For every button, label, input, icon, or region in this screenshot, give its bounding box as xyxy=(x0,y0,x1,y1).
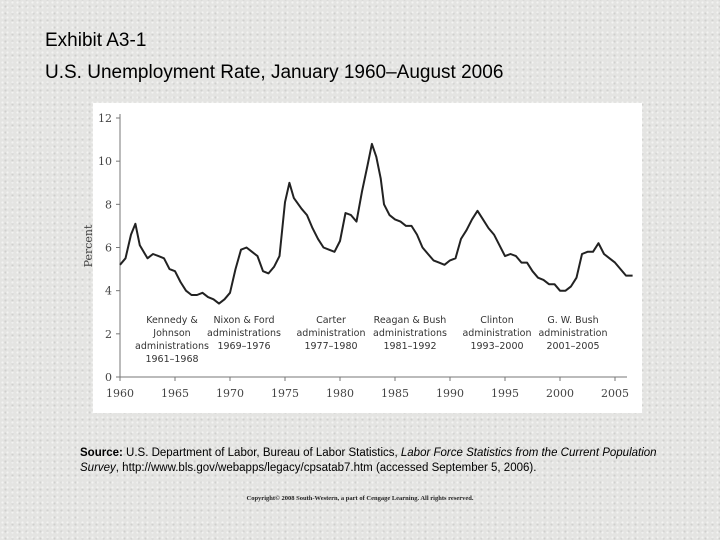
x-tick-label: 1995 xyxy=(491,387,519,400)
annotation: administration xyxy=(462,328,531,339)
y-tick-label: 0 xyxy=(105,371,112,384)
source-text: U.S. Department of Labor, Bureau of Labo… xyxy=(122,447,401,459)
x-tick-label: 2005 xyxy=(601,387,629,400)
x-tick-label: 1975 xyxy=(271,387,299,400)
annotation: Reagan & Bush xyxy=(374,315,447,326)
y-tick-label: 6 xyxy=(105,242,112,255)
y-tick-label: 2 xyxy=(105,328,112,341)
source-label: Source: xyxy=(80,447,123,459)
annotation: administrations xyxy=(135,341,209,352)
x-tick-label: 1970 xyxy=(216,387,244,400)
annotation: Johnson xyxy=(152,328,190,339)
x-tick-label: 1985 xyxy=(381,387,409,400)
y-tick-label: 10 xyxy=(98,155,112,168)
annotation: G. W. Bush xyxy=(547,315,598,326)
source-title: Labor Force Statistics from the Current … xyxy=(80,447,657,474)
chart-panel xyxy=(93,103,642,413)
annotation: 2001–2005 xyxy=(546,341,599,352)
y-tick-label: 4 xyxy=(105,285,112,298)
annotation: administration xyxy=(538,328,607,339)
x-tick-label: 1965 xyxy=(161,387,189,400)
annotation: administration xyxy=(296,328,365,339)
annotation: administrations xyxy=(207,328,281,339)
annotation: Clinton xyxy=(480,315,514,326)
source-text: , http://www.bls.gov/webapps/legacy/cpsa… xyxy=(115,462,537,474)
x-tick-label: 1980 xyxy=(326,387,354,400)
annotation: Carter xyxy=(316,315,346,326)
source-note: Source: U.S. Department of Labor, Bureau… xyxy=(80,446,695,476)
annotation: 1981–1992 xyxy=(383,341,436,352)
title-line: Exhibit A3-1 xyxy=(45,30,146,51)
x-tick-label: 2000 xyxy=(546,387,574,400)
annotation: administrations xyxy=(373,328,447,339)
annotation: 1961–1968 xyxy=(145,354,198,365)
annotation: 1977–1980 xyxy=(304,341,357,352)
x-tick-label: 1990 xyxy=(436,387,464,400)
copyright: Copyright© 2008 South-Western, a part of… xyxy=(246,495,474,502)
annotation: Kennedy & xyxy=(146,315,198,326)
y-tick-label: 8 xyxy=(105,198,112,211)
annotation: 1969–1976 xyxy=(217,341,270,352)
annotation: 1993–2000 xyxy=(470,341,523,352)
series-line xyxy=(119,142,633,305)
y-tick-label: 12 xyxy=(98,112,112,125)
x-tick-label: 1960 xyxy=(106,387,134,400)
title-line: U.S. Unemployment Rate, January 1960–Aug… xyxy=(45,62,503,83)
annotation: Nixon & Ford xyxy=(213,315,274,326)
y-axis-label: Percent xyxy=(82,224,95,267)
